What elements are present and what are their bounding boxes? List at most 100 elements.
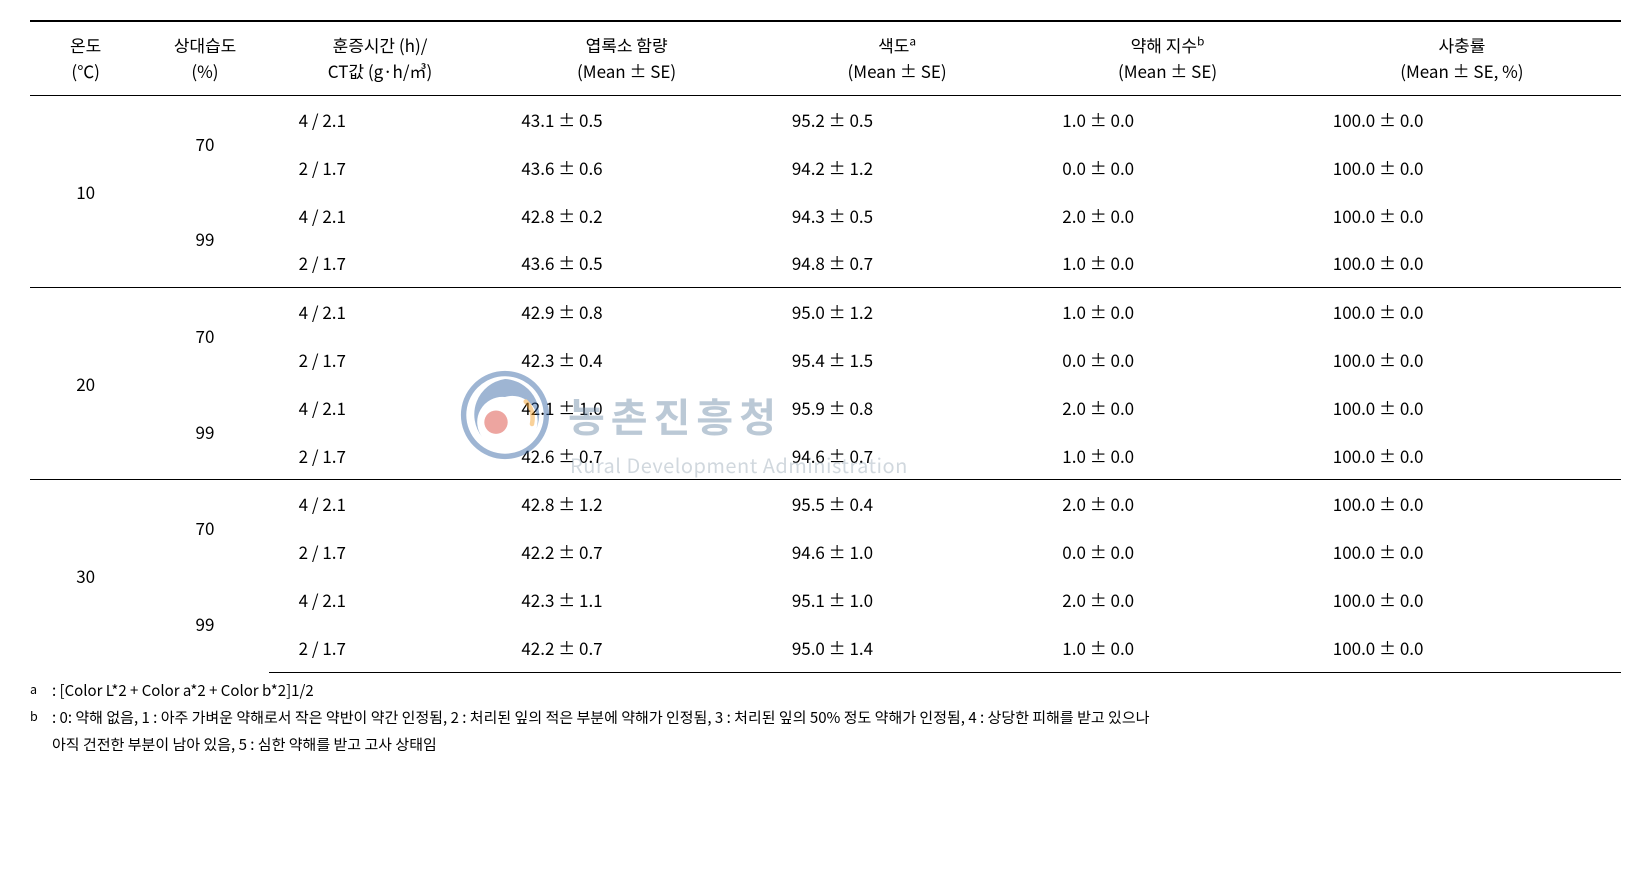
value-cell: 4 / 2.1	[269, 288, 492, 336]
value-cell: 42.2 ± 0.7	[491, 624, 761, 672]
table-container: 농촌진흥청 Rural Development Administration 온…	[30, 20, 1621, 756]
table-row: 2 / 1.742.2 ± 0.795.0 ± 1.41.0 ± 0.0100.…	[30, 624, 1621, 672]
value-cell: 4 / 2.1	[269, 96, 492, 144]
value-cell: 4 / 2.1	[269, 576, 492, 624]
rh-cell: 70	[141, 480, 268, 576]
value-cell: 100.0 ± 0.0	[1303, 288, 1621, 336]
rh-cell: 70	[141, 96, 268, 192]
value-cell: 100.0 ± 0.0	[1303, 528, 1621, 576]
temp-cell: 20	[30, 288, 141, 480]
value-cell: 95.4 ± 1.5	[762, 336, 1032, 384]
temp-cell: 30	[30, 480, 141, 672]
value-cell: 94.8 ± 0.7	[762, 239, 1032, 287]
value-cell: 95.1 ± 1.0	[762, 576, 1032, 624]
value-cell: 4 / 2.1	[269, 480, 492, 528]
value-cell: 2 / 1.7	[269, 144, 492, 192]
value-cell: 42.6 ± 0.7	[491, 432, 761, 480]
value-cell: 43.1 ± 0.5	[491, 96, 761, 144]
table-row: 994 / 2.142.3 ± 1.195.1 ± 1.02.0 ± 0.010…	[30, 576, 1621, 624]
value-cell: 2 / 1.7	[269, 624, 492, 672]
value-cell: 4 / 2.1	[269, 384, 492, 432]
column-header: 상대습도(%)	[141, 21, 268, 96]
value-cell: 100.0 ± 0.0	[1303, 624, 1621, 672]
column-header: 약해 지수b(Mean ± SE)	[1032, 21, 1302, 96]
value-cell: 43.6 ± 0.6	[491, 144, 761, 192]
rh-cell: 99	[141, 384, 268, 480]
value-cell: 1.0 ± 0.0	[1032, 432, 1302, 480]
table-row: 2 / 1.743.6 ± 0.594.8 ± 0.71.0 ± 0.0100.…	[30, 239, 1621, 287]
table-row: 10704 / 2.143.1 ± 0.595.2 ± 0.51.0 ± 0.0…	[30, 96, 1621, 144]
value-cell: 42.3 ± 1.1	[491, 576, 761, 624]
value-cell: 42.9 ± 0.8	[491, 288, 761, 336]
value-cell: 42.3 ± 0.4	[491, 336, 761, 384]
table-row: 2 / 1.742.3 ± 0.495.4 ± 1.50.0 ± 0.0100.…	[30, 336, 1621, 384]
table-row: 20704 / 2.142.9 ± 0.895.0 ± 1.21.0 ± 0.0…	[30, 288, 1621, 336]
value-cell: 43.6 ± 0.5	[491, 239, 761, 287]
column-header: 훈증시간 (h)/CT값 (g·h/㎥)	[269, 21, 492, 96]
value-cell: 94.6 ± 0.7	[762, 432, 1032, 480]
footnote-a-mark: a	[30, 679, 37, 698]
table-row: 2 / 1.742.6 ± 0.794.6 ± 0.71.0 ± 0.0100.…	[30, 432, 1621, 480]
value-cell: 94.6 ± 1.0	[762, 528, 1032, 576]
footnote-a: a : [Color L*2 + Color a*2 + Color b*2]1…	[30, 679, 1621, 706]
value-cell: 100.0 ± 0.0	[1303, 480, 1621, 528]
value-cell: 42.8 ± 0.2	[491, 192, 761, 240]
value-cell: 100.0 ± 0.0	[1303, 576, 1621, 624]
rh-cell: 99	[141, 192, 268, 288]
value-cell: 0.0 ± 0.0	[1032, 336, 1302, 384]
value-cell: 1.0 ± 0.0	[1032, 96, 1302, 144]
value-cell: 42.2 ± 0.7	[491, 528, 761, 576]
value-cell: 100.0 ± 0.0	[1303, 239, 1621, 287]
value-cell: 100.0 ± 0.0	[1303, 432, 1621, 480]
column-header: 색도a(Mean ± SE)	[762, 21, 1032, 96]
value-cell: 95.9 ± 0.8	[762, 384, 1032, 432]
footnote-b-text2: 아직 건전한 부분이 남아 있음, 5 : 심한 약해를 받고 고사 상태임	[30, 733, 1621, 756]
value-cell: 2 / 1.7	[269, 528, 492, 576]
value-cell: 95.0 ± 1.2	[762, 288, 1032, 336]
footnote-a-text: : [Color L*2 + Color a*2 + Color b*2]1/2	[52, 679, 1621, 706]
rh-cell: 99	[141, 576, 268, 672]
value-cell: 100.0 ± 0.0	[1303, 96, 1621, 144]
table-header: 온도(℃)상대습도(%)훈증시간 (h)/CT값 (g·h/㎥)엽록소 함량(M…	[30, 21, 1621, 96]
value-cell: 100.0 ± 0.0	[1303, 144, 1621, 192]
value-cell: 1.0 ± 0.0	[1032, 239, 1302, 287]
table-row: 30704 / 2.142.8 ± 1.295.5 ± 0.42.0 ± 0.0…	[30, 480, 1621, 528]
value-cell: 2 / 1.7	[269, 239, 492, 287]
value-cell: 100.0 ± 0.0	[1303, 192, 1621, 240]
footnotes: a : [Color L*2 + Color a*2 + Color b*2]1…	[30, 679, 1621, 757]
value-cell: 94.2 ± 1.2	[762, 144, 1032, 192]
value-cell: 42.8 ± 1.2	[491, 480, 761, 528]
value-cell: 2.0 ± 0.0	[1032, 480, 1302, 528]
column-header: 엽록소 함량(Mean ± SE)	[491, 21, 761, 96]
value-cell: 0.0 ± 0.0	[1032, 144, 1302, 192]
footnote-b-text1: : 0: 약해 없음, 1 : 아주 가벼운 약해로서 작은 약반이 약간 인정…	[52, 706, 1621, 733]
value-cell: 95.5 ± 0.4	[762, 480, 1032, 528]
column-header: 사충률(Mean ± SE, %)	[1303, 21, 1621, 96]
table-row: 2 / 1.743.6 ± 0.694.2 ± 1.20.0 ± 0.0100.…	[30, 144, 1621, 192]
footnote-b-mark: b	[30, 706, 38, 725]
data-table: 온도(℃)상대습도(%)훈증시간 (h)/CT값 (g·h/㎥)엽록소 함량(M…	[30, 20, 1621, 673]
value-cell: 2.0 ± 0.0	[1032, 192, 1302, 240]
value-cell: 95.2 ± 0.5	[762, 96, 1032, 144]
value-cell: 4 / 2.1	[269, 192, 492, 240]
value-cell: 2 / 1.7	[269, 432, 492, 480]
value-cell: 2 / 1.7	[269, 336, 492, 384]
value-cell: 0.0 ± 0.0	[1032, 528, 1302, 576]
value-cell: 1.0 ± 0.0	[1032, 624, 1302, 672]
value-cell: 42.1 ± 1.0	[491, 384, 761, 432]
value-cell: 100.0 ± 0.0	[1303, 336, 1621, 384]
rh-cell: 70	[141, 288, 268, 384]
footnote-b: b : 0: 약해 없음, 1 : 아주 가벼운 약해로서 작은 약반이 약간 …	[30, 706, 1621, 733]
value-cell: 2.0 ± 0.0	[1032, 576, 1302, 624]
value-cell: 95.0 ± 1.4	[762, 624, 1032, 672]
value-cell: 94.3 ± 0.5	[762, 192, 1032, 240]
table-body: 10704 / 2.143.1 ± 0.595.2 ± 0.51.0 ± 0.0…	[30, 96, 1621, 673]
value-cell: 1.0 ± 0.0	[1032, 288, 1302, 336]
table-row: 994 / 2.142.8 ± 0.294.3 ± 0.52.0 ± 0.010…	[30, 192, 1621, 240]
value-cell: 2.0 ± 0.0	[1032, 384, 1302, 432]
table-row: 994 / 2.142.1 ± 1.095.9 ± 0.82.0 ± 0.010…	[30, 384, 1621, 432]
temp-cell: 10	[30, 96, 141, 288]
value-cell: 100.0 ± 0.0	[1303, 384, 1621, 432]
table-row: 2 / 1.742.2 ± 0.794.6 ± 1.00.0 ± 0.0100.…	[30, 528, 1621, 576]
column-header: 온도(℃)	[30, 21, 141, 96]
